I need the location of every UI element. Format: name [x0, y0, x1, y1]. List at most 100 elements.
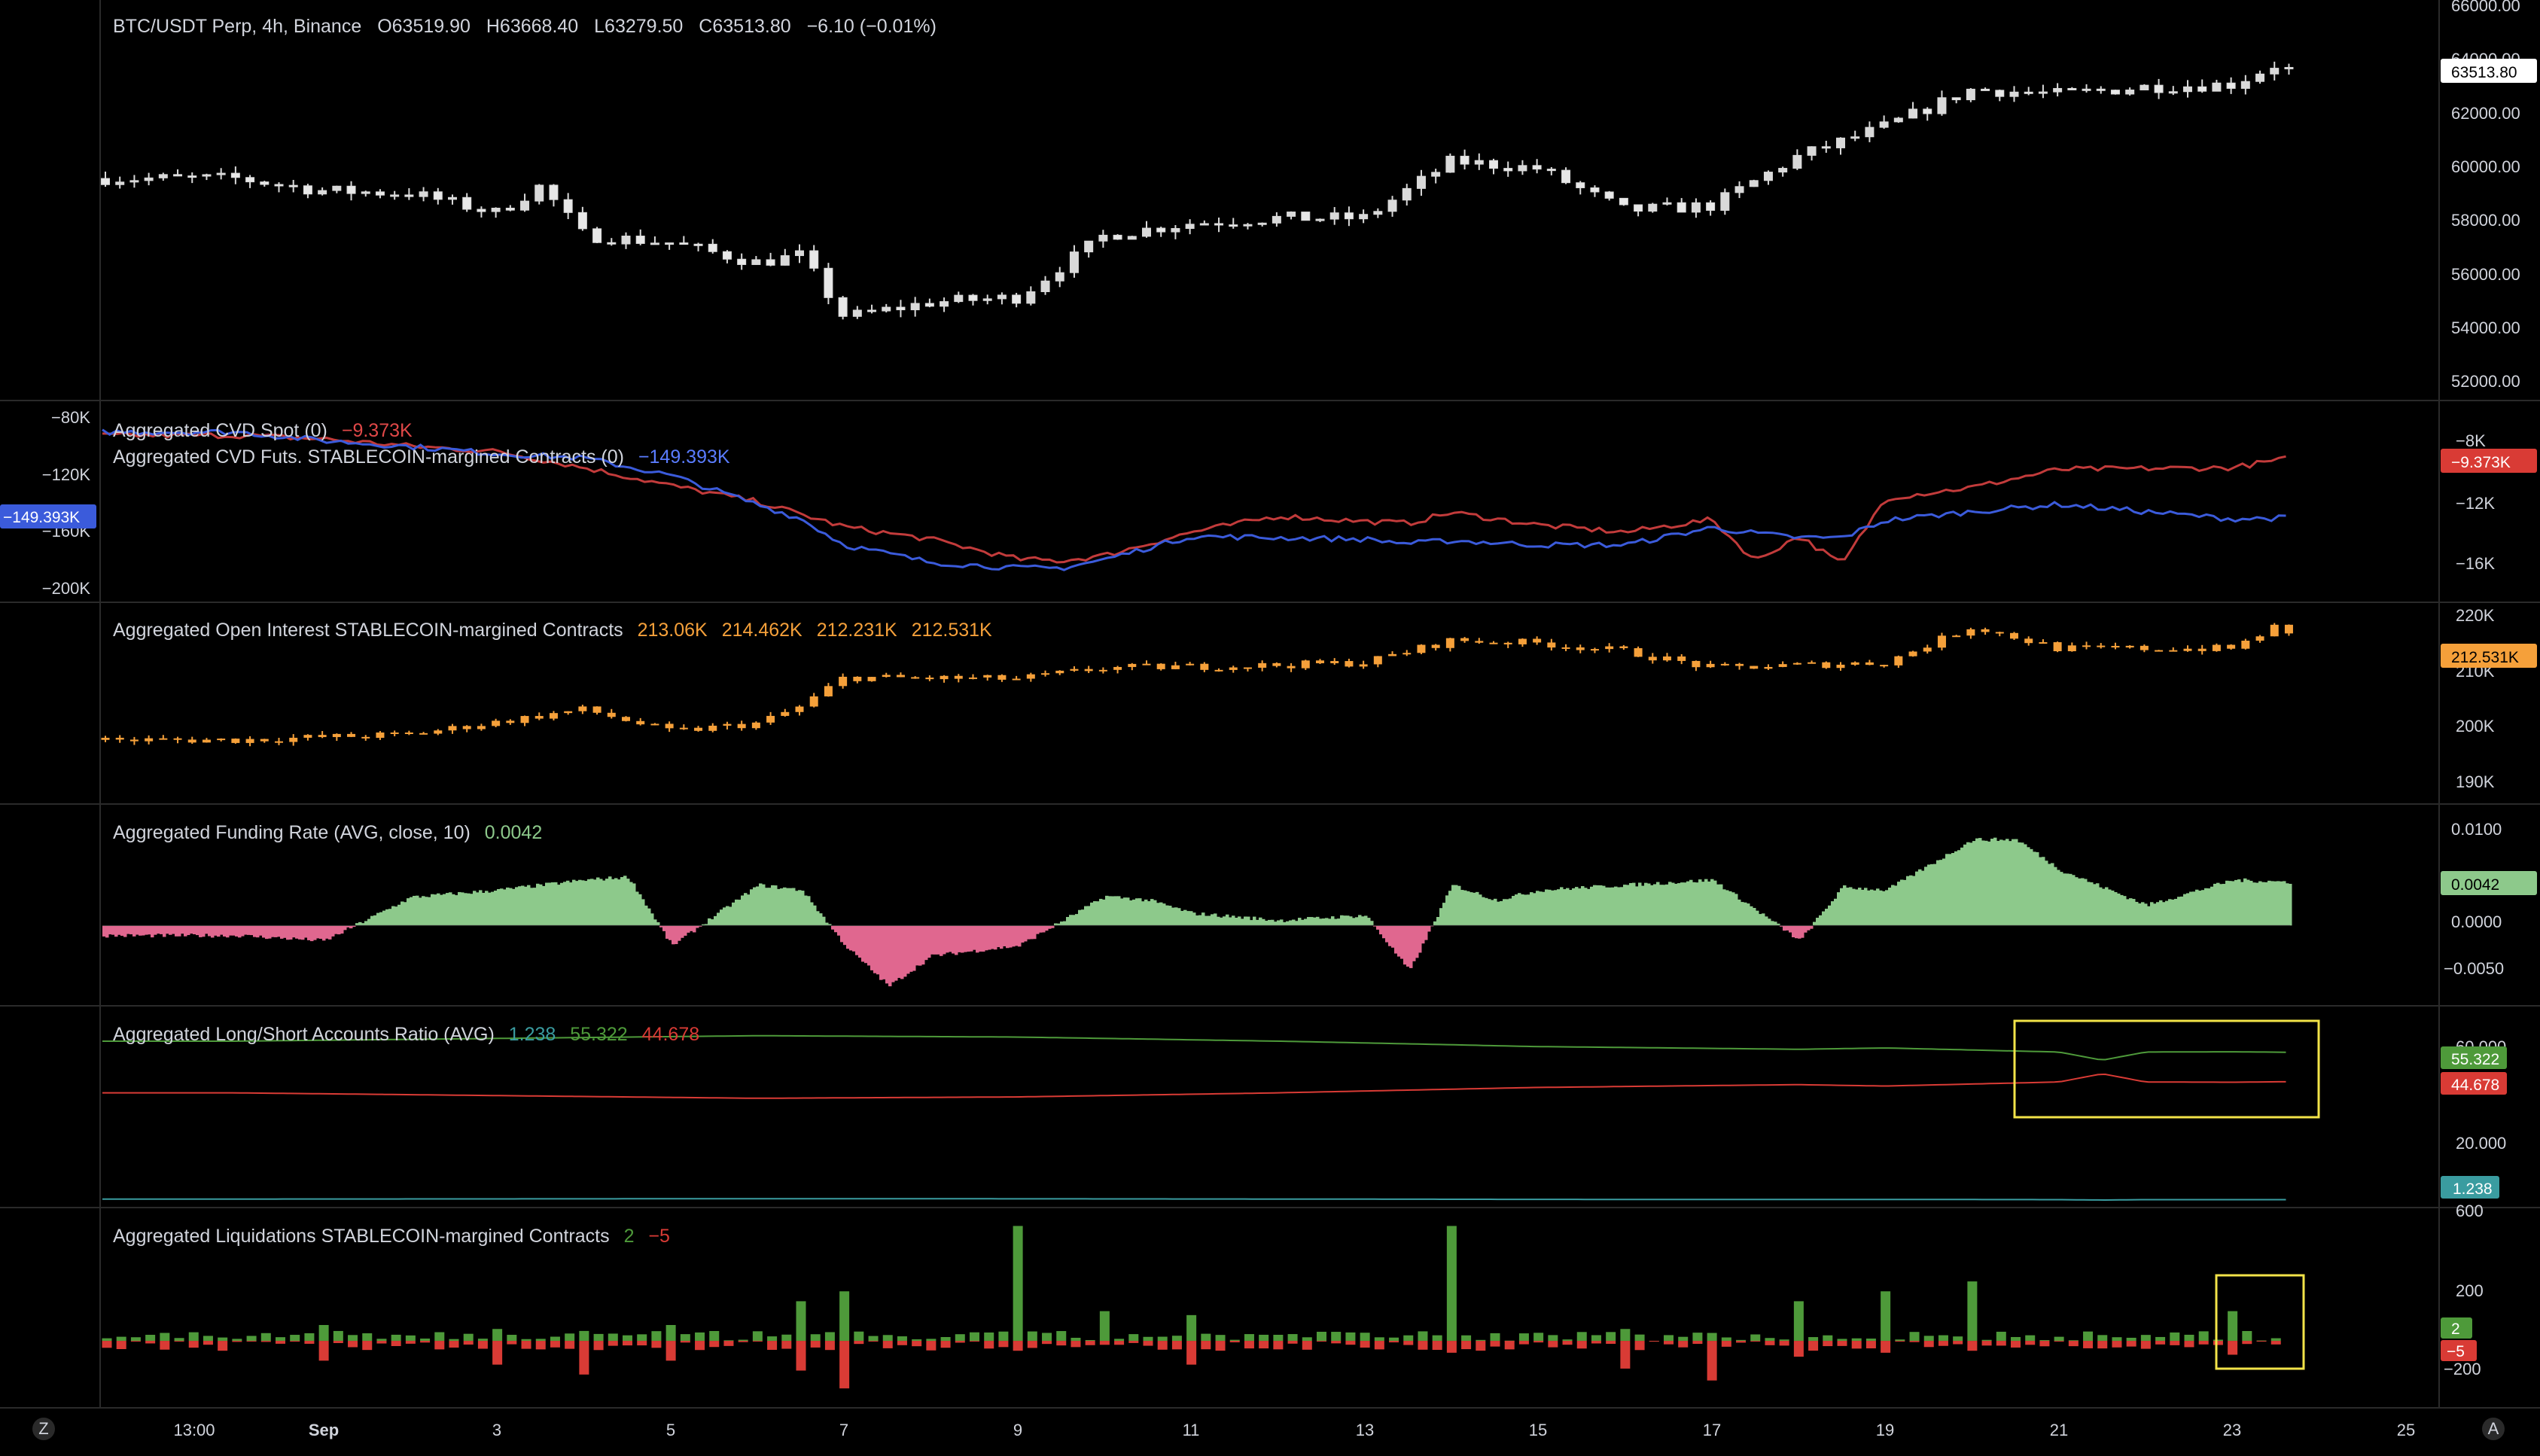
funding-bar	[1123, 897, 1127, 926]
funding-bar	[1192, 912, 1196, 926]
oi-candle	[1648, 656, 1657, 661]
price-tick: 62000.00	[2451, 104, 2520, 123]
oi-candle	[1576, 647, 1585, 650]
funding-bar	[1840, 888, 1844, 926]
funding-bar	[470, 894, 474, 926]
cvd-left-axis[interactable]: −80K −120K −160K −200K −149.393K	[0, 408, 96, 598]
funding-bar	[1099, 898, 1103, 926]
funding-bar	[196, 925, 199, 936]
funding-tick: 0.0000	[2451, 912, 2502, 931]
long-short-ratio-pane[interactable]	[102, 1034, 2286, 1202]
price-candle	[2082, 88, 2091, 91]
oi-candle	[853, 676, 862, 681]
oi-candle	[766, 715, 775, 723]
price-axis[interactable]: 66000.00 62000.00 60000.00 58000.00 5600…	[2441, 0, 2537, 391]
price-candle	[2183, 86, 2192, 93]
liq-short-tag: −5	[2447, 1343, 2465, 1360]
liq-long-bar	[1128, 1334, 1139, 1342]
funding-bar	[738, 900, 742, 926]
funding-bar	[2072, 875, 2076, 926]
funding-bar	[1150, 899, 1154, 926]
funding-bar	[1262, 918, 1265, 926]
funding-bar	[906, 925, 910, 974]
liq-long-bar	[1678, 1336, 1689, 1342]
funding-tick: 0.0100	[2451, 820, 2502, 839]
price-candle	[216, 172, 226, 175]
time-axis[interactable]: 13:00 Sep 3 5 7 9 11 13 15 17 19 21 23 2…	[173, 1421, 2415, 1439]
price-candle	[852, 309, 862, 317]
liq-long-bar	[1707, 1333, 1717, 1342]
funding-rate-pane[interactable]	[102, 837, 2292, 987]
funding-bar	[647, 908, 651, 926]
funding-bar	[2231, 881, 2235, 926]
funding-bar	[425, 897, 428, 926]
funding-bar	[1072, 915, 1076, 926]
funding-bar	[816, 911, 820, 926]
funding-bar	[1054, 923, 1058, 926]
funding-bar	[1343, 915, 1347, 926]
liq-short-bar	[1562, 1341, 1573, 1345]
funding-bar	[440, 894, 443, 926]
price-candle	[924, 303, 934, 307]
funding-bar	[1265, 921, 1268, 926]
oi-candle	[2255, 636, 2264, 641]
funding-bar	[2195, 889, 2199, 926]
funding-bar	[404, 902, 407, 926]
ls-short-line	[102, 1073, 2286, 1099]
funding-bar	[1647, 883, 1651, 926]
funding-bar	[1545, 889, 1549, 926]
funding-bar	[1217, 916, 1220, 926]
funding-bar	[491, 891, 495, 926]
auto-scale-button[interactable]: A	[2482, 1418, 2505, 1440]
funding-bar	[2042, 857, 2045, 926]
funding-bar	[2090, 882, 2094, 926]
liq-axis[interactable]: 600 200 −200 2 −5	[2441, 1202, 2484, 1378]
liq-long-bar	[1331, 1332, 1342, 1342]
funding-bar	[1665, 884, 1669, 926]
funding-bar	[2180, 896, 2184, 926]
oi-axis[interactable]: 220K 210K 200K 190K 212.531K	[2441, 606, 2537, 791]
price-candle	[1359, 214, 1369, 220]
funding-bar	[1638, 882, 1642, 926]
liq-short-bar	[1504, 1341, 1515, 1350]
funding-bar	[2024, 844, 2027, 926]
price-pane[interactable]	[101, 61, 2294, 320]
zoom-reset-button[interactable]: Z	[32, 1418, 55, 1440]
funding-bar	[1313, 917, 1317, 926]
funding-bar	[151, 925, 154, 938]
funding-bar	[2270, 881, 2274, 926]
funding-bar	[2048, 864, 2051, 926]
funding-bar	[1400, 925, 1404, 959]
funding-bar	[379, 912, 383, 926]
funding-bar	[955, 925, 958, 955]
cvd-left-tick: −200K	[42, 579, 91, 598]
funding-bar	[1539, 891, 1543, 926]
price-tick: 54000.00	[2451, 318, 2520, 337]
funding-bar	[1451, 885, 1455, 926]
ls-long-line	[102, 1034, 2286, 1061]
liq-long-bar	[1562, 1339, 1573, 1342]
price-candle	[375, 191, 385, 196]
liq-short-bar	[912, 1341, 922, 1347]
funding-axis[interactable]: 0.0100 0.0000 −0.0050 0.0042	[2441, 820, 2537, 978]
funding-bar	[882, 925, 886, 979]
ls-axis[interactable]: 60.000 20.000 55.322 44.678 1.238	[2441, 1037, 2507, 1199]
oi-candle	[1720, 663, 1729, 666]
funding-bar	[1138, 898, 1142, 926]
funding-bar	[873, 925, 877, 973]
funding-bar	[614, 878, 618, 926]
funding-bar	[102, 925, 106, 937]
funding-bar	[373, 915, 377, 926]
oi-candle	[708, 725, 717, 731]
funding-bar	[503, 889, 507, 926]
funding-bar	[1710, 879, 1714, 926]
funding-bar	[650, 913, 654, 926]
funding-bar	[479, 890, 483, 926]
liquidations-pane[interactable]	[102, 1226, 2281, 1389]
cvd-right-axis[interactable]: −8K −12K −16K −9.373K	[2441, 431, 2537, 573]
funding-bar	[265, 925, 269, 940]
open-interest-pane[interactable]	[101, 623, 2293, 747]
price-candle	[896, 306, 906, 311]
cvd-pane[interactable]	[102, 428, 2286, 571]
